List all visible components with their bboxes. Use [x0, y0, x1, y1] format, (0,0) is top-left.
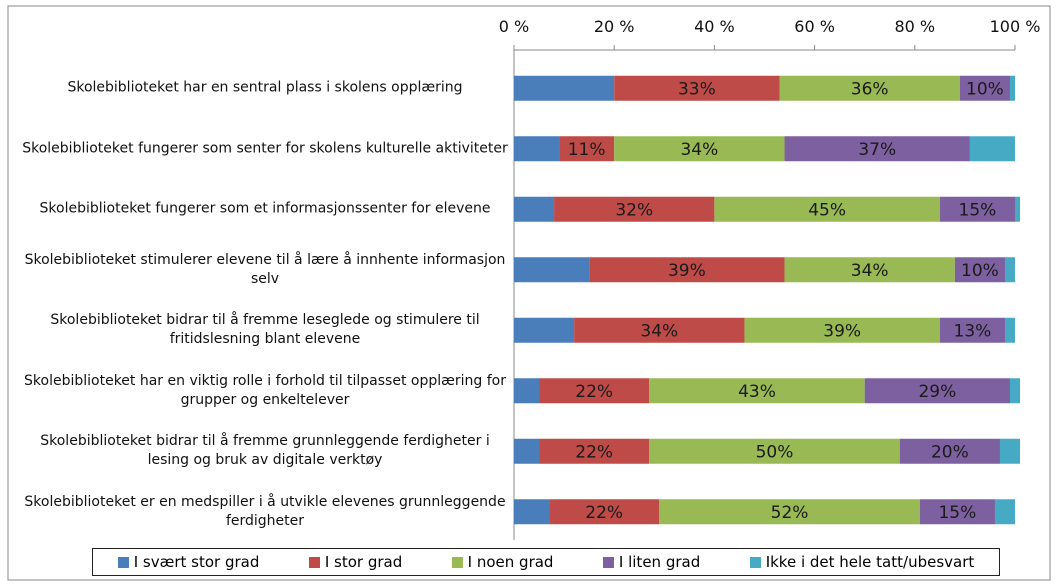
data-label: 15%: [938, 503, 976, 523]
legend-item: I stor grad: [308, 553, 403, 571]
bar-segment: [514, 378, 540, 404]
bar-segment: [1004, 317, 1015, 343]
category-label: Skolebiblioteket bidrar til å fremme gru…: [40, 433, 490, 469]
data-label: 32%: [615, 200, 653, 220]
bar-segment: [1015, 196, 1021, 222]
legend-swatch: [117, 556, 129, 568]
bar-segment: [514, 317, 575, 343]
data-label: 39%: [823, 321, 861, 341]
category-label: Skolebiblioteket har en viktig rolle i f…: [24, 372, 506, 408]
legend-swatch: [308, 556, 320, 568]
legend-swatch: [602, 556, 614, 568]
bar-segment: [514, 75, 615, 101]
bar-segment: [999, 438, 1021, 464]
bar-segment: [1009, 378, 1021, 404]
bar-segment: [514, 257, 590, 283]
legend-label: I liten grad: [618, 553, 701, 571]
category-label: Skolebiblioteket fungerer som senter for…: [22, 140, 508, 157]
bar-segment: [574, 317, 745, 343]
bar-segment: [954, 257, 1005, 283]
data-label: 11%: [568, 140, 606, 160]
bar-segment: [994, 499, 1015, 525]
data-label: 36%: [851, 79, 889, 99]
bar-segment: [939, 317, 1005, 343]
legend-label: I stor grad: [324, 553, 403, 571]
legend-item: I liten grad: [602, 553, 701, 571]
data-label: 22%: [585, 503, 623, 523]
data-label: 22%: [575, 442, 613, 462]
bar-segment: [554, 196, 715, 222]
data-label: 50%: [756, 442, 794, 462]
legend-label: I svært stor grad: [133, 553, 260, 571]
legend-label: Ikke i det hele tatt/ubesvart: [765, 553, 975, 571]
category-label: Skolebiblioteket er en medspiller i å ut…: [24, 493, 506, 529]
bar-segment: [899, 438, 1000, 464]
legend-item: I noen grad: [451, 553, 554, 571]
bar-segment: [784, 257, 955, 283]
x-tick-label: 100 %: [990, 17, 1041, 36]
bar-segment: [539, 438, 650, 464]
x-tick-label: 40 %: [694, 17, 735, 36]
data-label: 10%: [966, 79, 1004, 99]
data-label: 22%: [575, 382, 613, 402]
bar-segment: [969, 136, 1015, 162]
bar-segment: [919, 499, 995, 525]
x-tick-label: 60 %: [794, 17, 835, 36]
bar-segment: [549, 499, 660, 525]
bar-segment: [659, 499, 920, 525]
legend-item: Ikke i det hele tatt/ubesvart: [749, 553, 975, 571]
bar-segment: [779, 75, 960, 101]
bar-segment: [939, 196, 1015, 222]
data-label: 10%: [961, 261, 999, 281]
bar-segment: [959, 75, 1010, 101]
data-label: 34%: [680, 140, 718, 160]
frame: [7, 5, 1051, 581]
data-label: 15%: [959, 200, 997, 220]
legend-label: I noen grad: [467, 553, 554, 571]
x-tick-label: 0 %: [499, 17, 529, 36]
legend-swatch: [749, 556, 761, 568]
bar-segment: [589, 257, 785, 283]
bar-segment: [784, 136, 970, 162]
legend-item: I svært stor grad: [117, 553, 260, 571]
bar-segment: [514, 136, 560, 162]
bar-segment: [1009, 75, 1015, 101]
category-label: Skolebiblioteket fungerer som et informa…: [39, 200, 491, 217]
bar-segment: [614, 75, 780, 101]
bar-segment: [514, 196, 555, 222]
legend: I svært stor grad I stor grad I noen grad I…: [92, 548, 1000, 576]
bar-segment: [649, 438, 900, 464]
category-label: Skolebiblioteket har en sentral plass i …: [67, 79, 463, 96]
bar-segment: [1004, 257, 1015, 283]
bar-segment: [714, 196, 940, 222]
bar-segment: [864, 378, 1010, 404]
legend-swatch: [451, 556, 463, 568]
data-label: 52%: [771, 503, 809, 523]
category-label: Skolebiblioteket stimulerer elevene til …: [24, 251, 506, 287]
data-label: 39%: [668, 261, 706, 281]
data-label: 29%: [918, 382, 956, 402]
x-tick-label: 20 %: [594, 17, 635, 36]
bar-segment: [514, 499, 550, 525]
data-label: 34%: [851, 261, 889, 281]
bar-segment: [514, 438, 540, 464]
x-tick-label: 80 %: [894, 17, 935, 36]
data-label: 37%: [858, 140, 896, 160]
data-label: 34%: [640, 321, 678, 341]
bar-segment: [649, 378, 865, 404]
data-label: 45%: [808, 200, 846, 220]
data-label: 43%: [738, 382, 776, 402]
bar-segment: [614, 136, 785, 162]
data-label: 13%: [954, 321, 992, 341]
data-label: 20%: [931, 442, 969, 462]
bar-segment: [559, 136, 615, 162]
category-label: Skolebiblioteket bidrar til å fremme les…: [50, 312, 480, 348]
data-label: 33%: [678, 79, 716, 99]
bar-segment: [539, 378, 650, 404]
bar-segment: [744, 317, 940, 343]
